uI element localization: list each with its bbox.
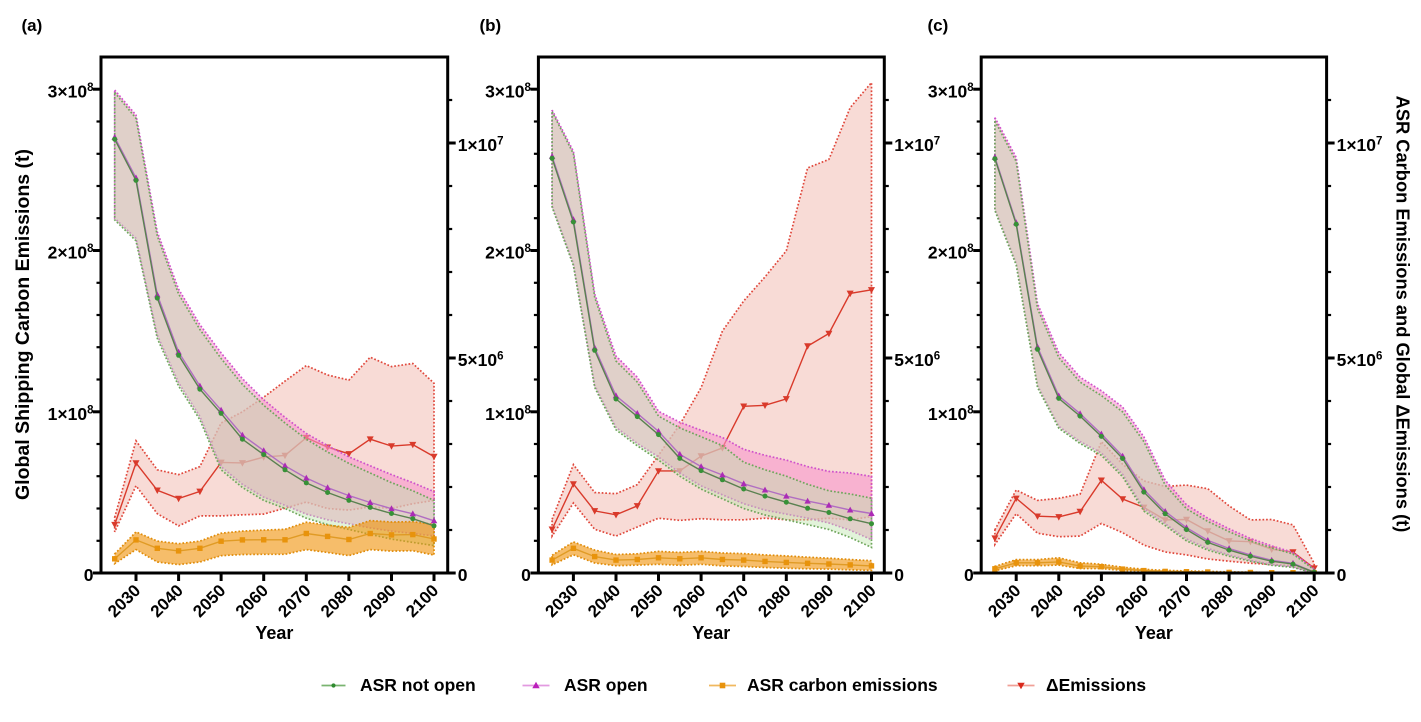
svg-text:(a): (a) [22, 16, 43, 35]
svg-text:0: 0 [964, 565, 974, 585]
svg-text:1×108: 1×108 [485, 404, 531, 424]
svg-text:ASR Carbon Emissions and Globa: ASR Carbon Emissions and Global ΔEmissio… [1393, 96, 1414, 533]
svg-text:ΔEmissions: ΔEmissions [1046, 675, 1146, 695]
svg-text:ASR open: ASR open [564, 675, 648, 695]
svg-text:3×108: 3×108 [48, 81, 94, 101]
svg-text:1×108: 1×108 [928, 404, 974, 424]
svg-text:1×107: 1×107 [458, 135, 504, 155]
svg-text:0: 0 [1337, 565, 1347, 585]
svg-text:Year: Year [692, 623, 730, 643]
svg-text:3×108: 3×108 [485, 81, 531, 101]
svg-text:0: 0 [521, 565, 531, 585]
svg-text:3×108: 3×108 [928, 81, 974, 101]
svg-text:(c): (c) [928, 16, 949, 35]
svg-text:1×107: 1×107 [1337, 135, 1383, 155]
svg-text:0: 0 [458, 565, 468, 585]
svg-text:(b): (b) [480, 16, 502, 35]
svg-text:Year: Year [1135, 623, 1173, 643]
svg-text:2×108: 2×108 [48, 243, 94, 263]
svg-text:0: 0 [84, 565, 94, 585]
svg-text:5×106: 5×106 [894, 350, 940, 370]
svg-text:5×106: 5×106 [458, 350, 504, 370]
svg-text:2×108: 2×108 [485, 243, 531, 263]
svg-text:1×107: 1×107 [894, 135, 940, 155]
svg-text:ASR carbon emissions: ASR carbon emissions [747, 675, 938, 695]
svg-text:1×108: 1×108 [48, 404, 94, 424]
svg-text:0: 0 [894, 565, 904, 585]
svg-text:ASR not open: ASR not open [360, 675, 476, 695]
svg-text:Year: Year [255, 623, 293, 643]
svg-text:2×108: 2×108 [928, 243, 974, 263]
svg-text:5×106: 5×106 [1337, 350, 1383, 370]
svg-text:Global Shipping Carbon Emissio: Global Shipping Carbon Emissions (t) [12, 149, 34, 500]
